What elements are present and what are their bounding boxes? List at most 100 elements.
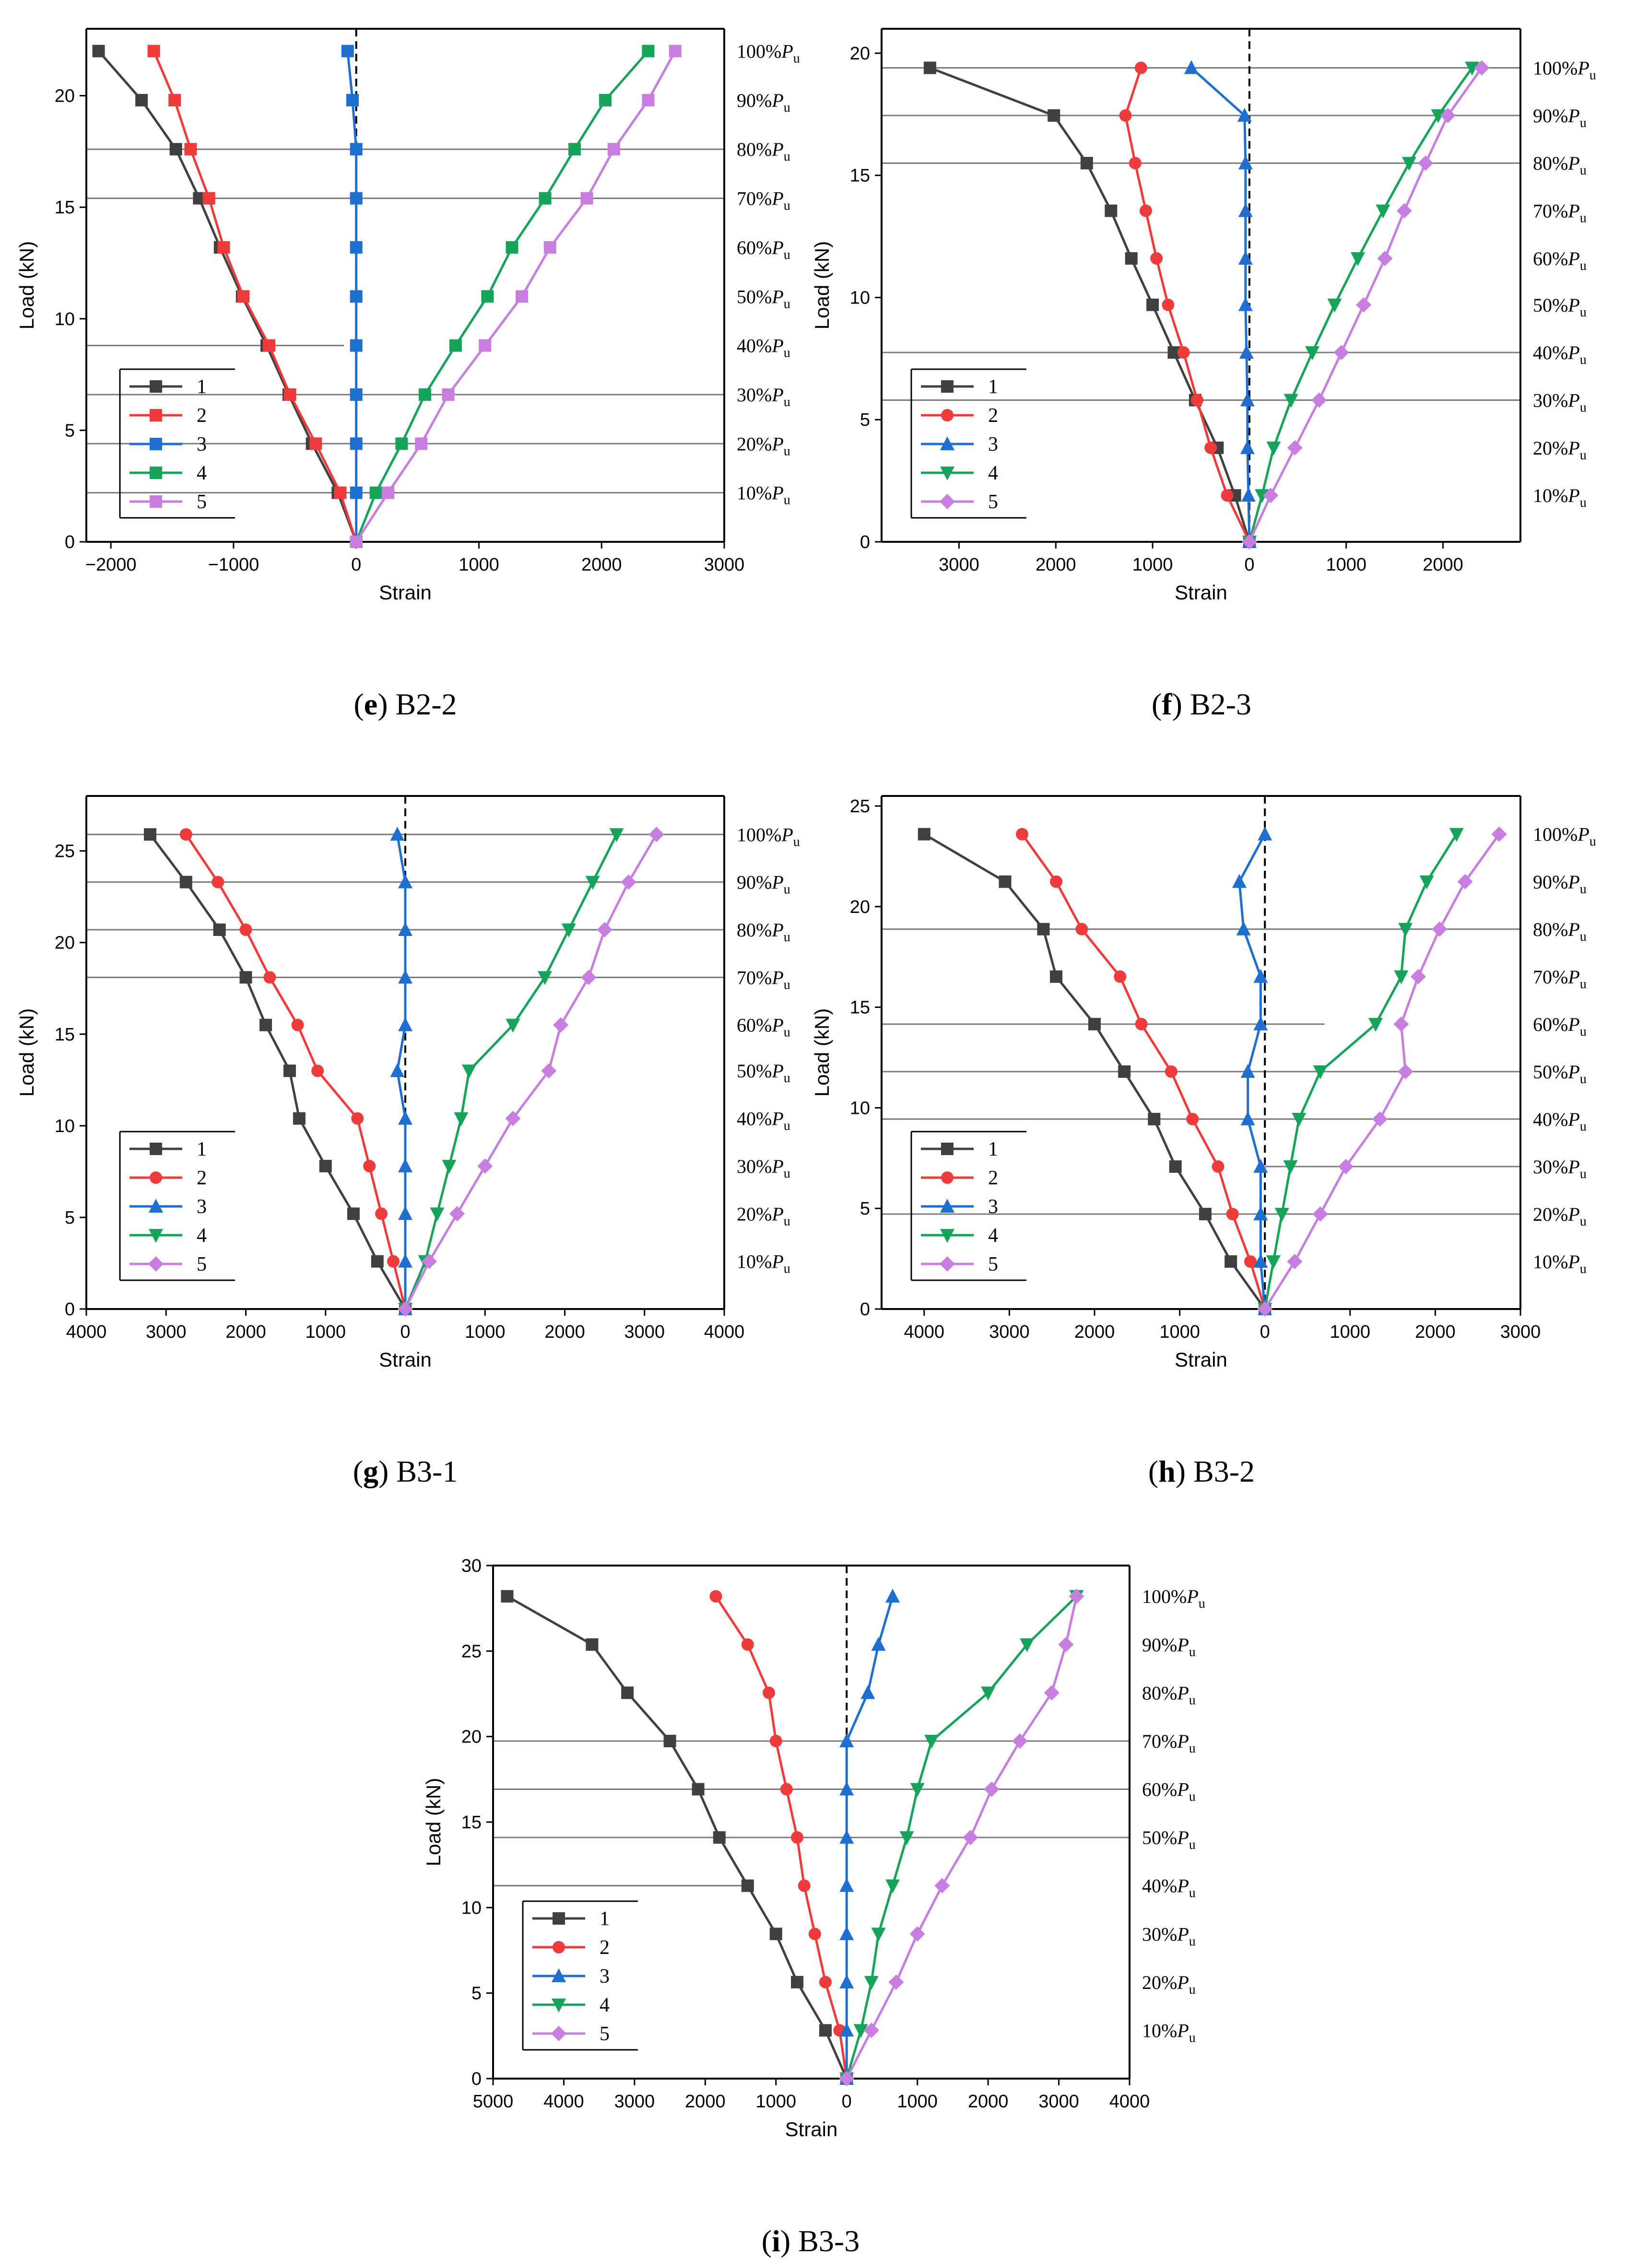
data-point bbox=[263, 339, 276, 352]
x-tick-label: −2000 bbox=[85, 555, 137, 575]
series-1 bbox=[923, 61, 1256, 548]
data-point bbox=[1199, 1207, 1212, 1220]
data-point bbox=[709, 1590, 722, 1603]
x-tick-label: 4000 bbox=[66, 1322, 107, 1342]
data-point bbox=[798, 1879, 811, 1892]
data-point bbox=[1204, 441, 1217, 454]
load-level-label: 80%Pu bbox=[737, 919, 790, 945]
legend: 1 2 3 4 5 bbox=[910, 368, 1026, 519]
load-level-label: 100%Pu bbox=[1142, 1586, 1205, 1611]
load-level-label: 90%Pu bbox=[1533, 871, 1587, 897]
load-level-label: 80%Pu bbox=[1142, 1682, 1196, 1707]
data-point bbox=[839, 1974, 854, 1988]
panel-caption: (g) B3-1 bbox=[353, 1454, 458, 1488]
x-axis-label: Strain bbox=[1175, 581, 1227, 604]
load-level-label: 30%Pu bbox=[1142, 1923, 1196, 1949]
load-level-label: 90%Pu bbox=[1533, 105, 1587, 130]
data-point bbox=[169, 143, 182, 156]
series-line bbox=[149, 833, 407, 1310]
x-tick-label: 2000 bbox=[1423, 555, 1463, 575]
load-level-label: 20%Pu bbox=[1533, 1204, 1587, 1229]
chart-panel-i: 5000 4000 3000 2000 1000 0 1000 2000 3000 4000051… bbox=[422, 1556, 1205, 2258]
legend-label-2: 2 bbox=[988, 405, 998, 427]
series-3 bbox=[390, 827, 412, 1315]
data-point bbox=[1048, 109, 1060, 122]
data-point bbox=[1263, 488, 1279, 503]
legend-label-1: 1 bbox=[197, 1138, 207, 1160]
data-point bbox=[341, 45, 354, 58]
y-tick-label: 15 bbox=[850, 166, 870, 186]
data-point bbox=[293, 1112, 306, 1125]
series-2 bbox=[147, 45, 363, 548]
y-tick-label: 5 bbox=[860, 1199, 870, 1219]
x-tick-label: 2000 bbox=[225, 1322, 266, 1342]
load-level-label: 100%Pu bbox=[737, 41, 800, 66]
load-level-label: 70%Pu bbox=[1533, 200, 1587, 226]
legend-marker-2 bbox=[553, 1941, 565, 1953]
data-point bbox=[1266, 1255, 1281, 1269]
data-point bbox=[1165, 1065, 1178, 1078]
data-point bbox=[853, 2024, 868, 2038]
x-tick-label: 2000 bbox=[544, 1322, 585, 1342]
data-point bbox=[819, 2024, 832, 2037]
x-tick-label: 3000 bbox=[989, 1322, 1030, 1342]
data-point bbox=[1491, 826, 1507, 842]
legend-marker-2 bbox=[150, 1171, 162, 1184]
data-point bbox=[147, 45, 160, 58]
load-level-label: 10%Pu bbox=[1142, 2020, 1196, 2045]
data-point bbox=[885, 1879, 900, 1894]
data-point bbox=[1253, 1253, 1268, 1268]
data-point bbox=[839, 1733, 854, 1747]
load-level-label: 90%Pu bbox=[737, 872, 790, 897]
data-point bbox=[1119, 109, 1132, 122]
data-point bbox=[1258, 826, 1272, 841]
data-point bbox=[398, 874, 412, 888]
data-point bbox=[1212, 1160, 1225, 1173]
data-point bbox=[1398, 1064, 1413, 1079]
legend-label-3: 3 bbox=[197, 1196, 207, 1218]
x-tick-label: 0 bbox=[842, 2092, 852, 2112]
load-level-label: 10%Pu bbox=[1533, 485, 1587, 510]
data-point bbox=[1394, 970, 1409, 984]
data-point bbox=[1237, 107, 1252, 122]
data-point bbox=[808, 1928, 821, 1941]
data-point bbox=[923, 61, 936, 74]
x-tick-label: 2000 bbox=[581, 555, 622, 575]
data-point bbox=[1253, 1158, 1268, 1173]
x-tick-label: 4000 bbox=[1109, 2092, 1150, 2112]
data-point bbox=[1150, 252, 1163, 265]
data-point bbox=[481, 290, 494, 303]
series-3 bbox=[1184, 60, 1257, 548]
data-point bbox=[375, 1207, 388, 1220]
data-point bbox=[179, 828, 192, 841]
data-point bbox=[283, 1064, 296, 1077]
data-point bbox=[239, 971, 252, 984]
data-point bbox=[1146, 298, 1159, 311]
legend-label-5: 5 bbox=[988, 1253, 998, 1275]
data-point bbox=[1274, 1207, 1289, 1222]
chart-panel-g: 4000 3000 2000 1000 0 1000 2000 3000 40000510152… bbox=[15, 795, 800, 1488]
data-point bbox=[642, 45, 655, 58]
data-point bbox=[839, 1830, 854, 1844]
data-point bbox=[1148, 1112, 1161, 1125]
load-level-label: 20%Pu bbox=[737, 1203, 790, 1228]
data-point bbox=[506, 1018, 520, 1033]
x-axis-label: Strain bbox=[379, 1348, 432, 1371]
y-tick-label: 10 bbox=[850, 288, 870, 308]
y-tick-label: 5 bbox=[65, 1208, 75, 1228]
y-axis-label: Load (kN) bbox=[811, 241, 833, 329]
data-point bbox=[398, 1111, 412, 1125]
data-point bbox=[505, 1111, 521, 1126]
data-point bbox=[237, 290, 250, 303]
y-tick-label: 10 bbox=[55, 309, 75, 329]
data-point bbox=[418, 388, 431, 401]
series-5 bbox=[398, 827, 664, 1317]
legend-marker-5 bbox=[940, 1256, 955, 1272]
data-point bbox=[283, 388, 296, 401]
legend-marker-3 bbox=[150, 438, 162, 450]
load-level-label: 60%Pu bbox=[1533, 248, 1587, 273]
series-line bbox=[1190, 67, 1251, 542]
data-point bbox=[319, 1159, 332, 1172]
x-tick-label: 4000 bbox=[704, 1322, 745, 1342]
data-point bbox=[311, 1064, 324, 1077]
